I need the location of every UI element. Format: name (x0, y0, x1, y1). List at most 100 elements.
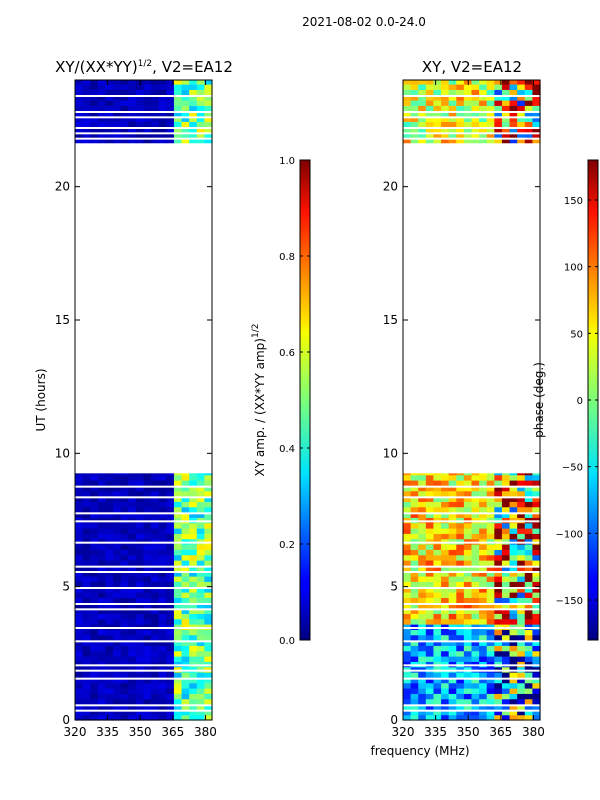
heatmap-cell (509, 533, 518, 540)
heatmap-cell (479, 661, 488, 668)
heatmap-cell (448, 512, 457, 518)
heatmap-cell (196, 528, 205, 534)
heatmap-cell (143, 698, 152, 705)
heatmap-cell (524, 538, 533, 545)
heatmap-gap-line (403, 137, 540, 140)
heatmap-cell (82, 84, 91, 90)
heatmap-cell (158, 645, 167, 652)
heatmap-cell (173, 105, 183, 112)
heatmap-cell (204, 485, 213, 492)
heatmap-cell (471, 501, 480, 508)
heatmap-cell (196, 474, 205, 481)
heatmap-cell (75, 89, 84, 96)
heatmap-cell (463, 480, 473, 486)
heatmap-cell (158, 517, 167, 524)
heatmap-cell (486, 565, 495, 572)
heatmap-cell (151, 485, 160, 492)
heatmap-cell (82, 480, 91, 486)
heatmap-cell (494, 105, 503, 112)
heatmap-cell (189, 105, 198, 112)
heatmap-cell (456, 672, 465, 678)
heatmap-cell (189, 132, 198, 138)
heatmap-cell (97, 586, 107, 593)
heatmap-cell (524, 512, 533, 518)
heatmap-cell (486, 528, 495, 534)
heatmap-cell (532, 629, 541, 636)
heatmap-cell (441, 586, 450, 593)
heatmap-cell (410, 677, 419, 684)
heatmap-cell (403, 89, 412, 96)
heatmap-cell (158, 640, 167, 646)
heatmap-cell (425, 666, 435, 673)
heatmap-cell (158, 506, 167, 513)
heatmap-cell (173, 544, 183, 550)
heatmap-cell (151, 634, 160, 641)
heatmap-cell (425, 677, 435, 684)
heatmap-cell (501, 650, 511, 657)
heatmap-cell (173, 538, 183, 545)
phase-axes-frame (402, 79, 541, 721)
heatmap-cell (128, 634, 137, 641)
heatmap-cell (82, 126, 91, 133)
heatmap-cell (173, 121, 183, 128)
heatmap-cell (158, 480, 167, 486)
heatmap-cell (151, 602, 160, 609)
heatmap-cell (463, 506, 473, 513)
heatmap-cell (135, 84, 145, 90)
heatmap-cell (501, 709, 511, 716)
heatmap-cell (403, 485, 412, 492)
heatmap-cell (509, 624, 518, 630)
heatmap-cell (410, 485, 419, 492)
heatmap-cell (471, 698, 480, 705)
heatmap-cell (166, 490, 175, 497)
heatmap-cell (441, 554, 450, 561)
heatmap-cell (456, 666, 465, 673)
heatmap-cell (433, 132, 442, 138)
heatmap-cell (410, 581, 419, 588)
heatmap-cell (204, 116, 213, 122)
heatmap-cell (173, 137, 183, 144)
heatmap-cell (151, 698, 160, 705)
heatmap-cell (433, 121, 442, 128)
heatmap-cell (120, 544, 129, 550)
colorbar-tick-label: −100 (556, 529, 583, 540)
heatmap-cell (479, 110, 488, 117)
heatmap-cell (105, 629, 114, 636)
heatmap-cell (204, 677, 213, 684)
heatmap-cell (524, 709, 533, 716)
heatmap-cell (90, 480, 99, 486)
heatmap-cell (105, 640, 114, 646)
heatmap-cell (524, 629, 533, 636)
heatmap-cell (204, 640, 213, 646)
heatmap-cell (151, 84, 160, 90)
heatmap-cell (479, 693, 488, 700)
heatmap-cell (97, 570, 107, 577)
heatmap-cell (135, 629, 145, 636)
heatmap-cell (479, 94, 488, 101)
heatmap-cell (97, 126, 107, 133)
colorbar-tick-label: 100 (564, 263, 583, 274)
heatmap-cell (158, 661, 167, 668)
heatmap-cell (158, 496, 167, 502)
heatmap-cell (441, 688, 450, 694)
heatmap-cell (418, 682, 427, 689)
heatmap-cell (166, 538, 175, 545)
heatmap-cell (509, 110, 518, 117)
y-tick-label: 15 (383, 313, 398, 327)
heatmap-cell (204, 126, 213, 133)
heatmap-cell (509, 84, 518, 90)
heatmap-cell (509, 121, 518, 128)
heatmap-cell (151, 714, 160, 721)
heatmap-cell (189, 629, 198, 636)
heatmap-cell (517, 602, 526, 609)
heatmap-cell (433, 597, 442, 604)
heatmap-cell (113, 586, 122, 593)
heatmap-cell (418, 517, 427, 524)
heatmap-cell (151, 650, 160, 657)
heatmap-cell (501, 538, 511, 545)
heatmap-cell (418, 533, 427, 540)
heatmap-cell (113, 565, 122, 572)
heatmap-cell (135, 602, 145, 609)
heatmap-cell (456, 105, 465, 112)
heatmap-cell (128, 121, 137, 128)
